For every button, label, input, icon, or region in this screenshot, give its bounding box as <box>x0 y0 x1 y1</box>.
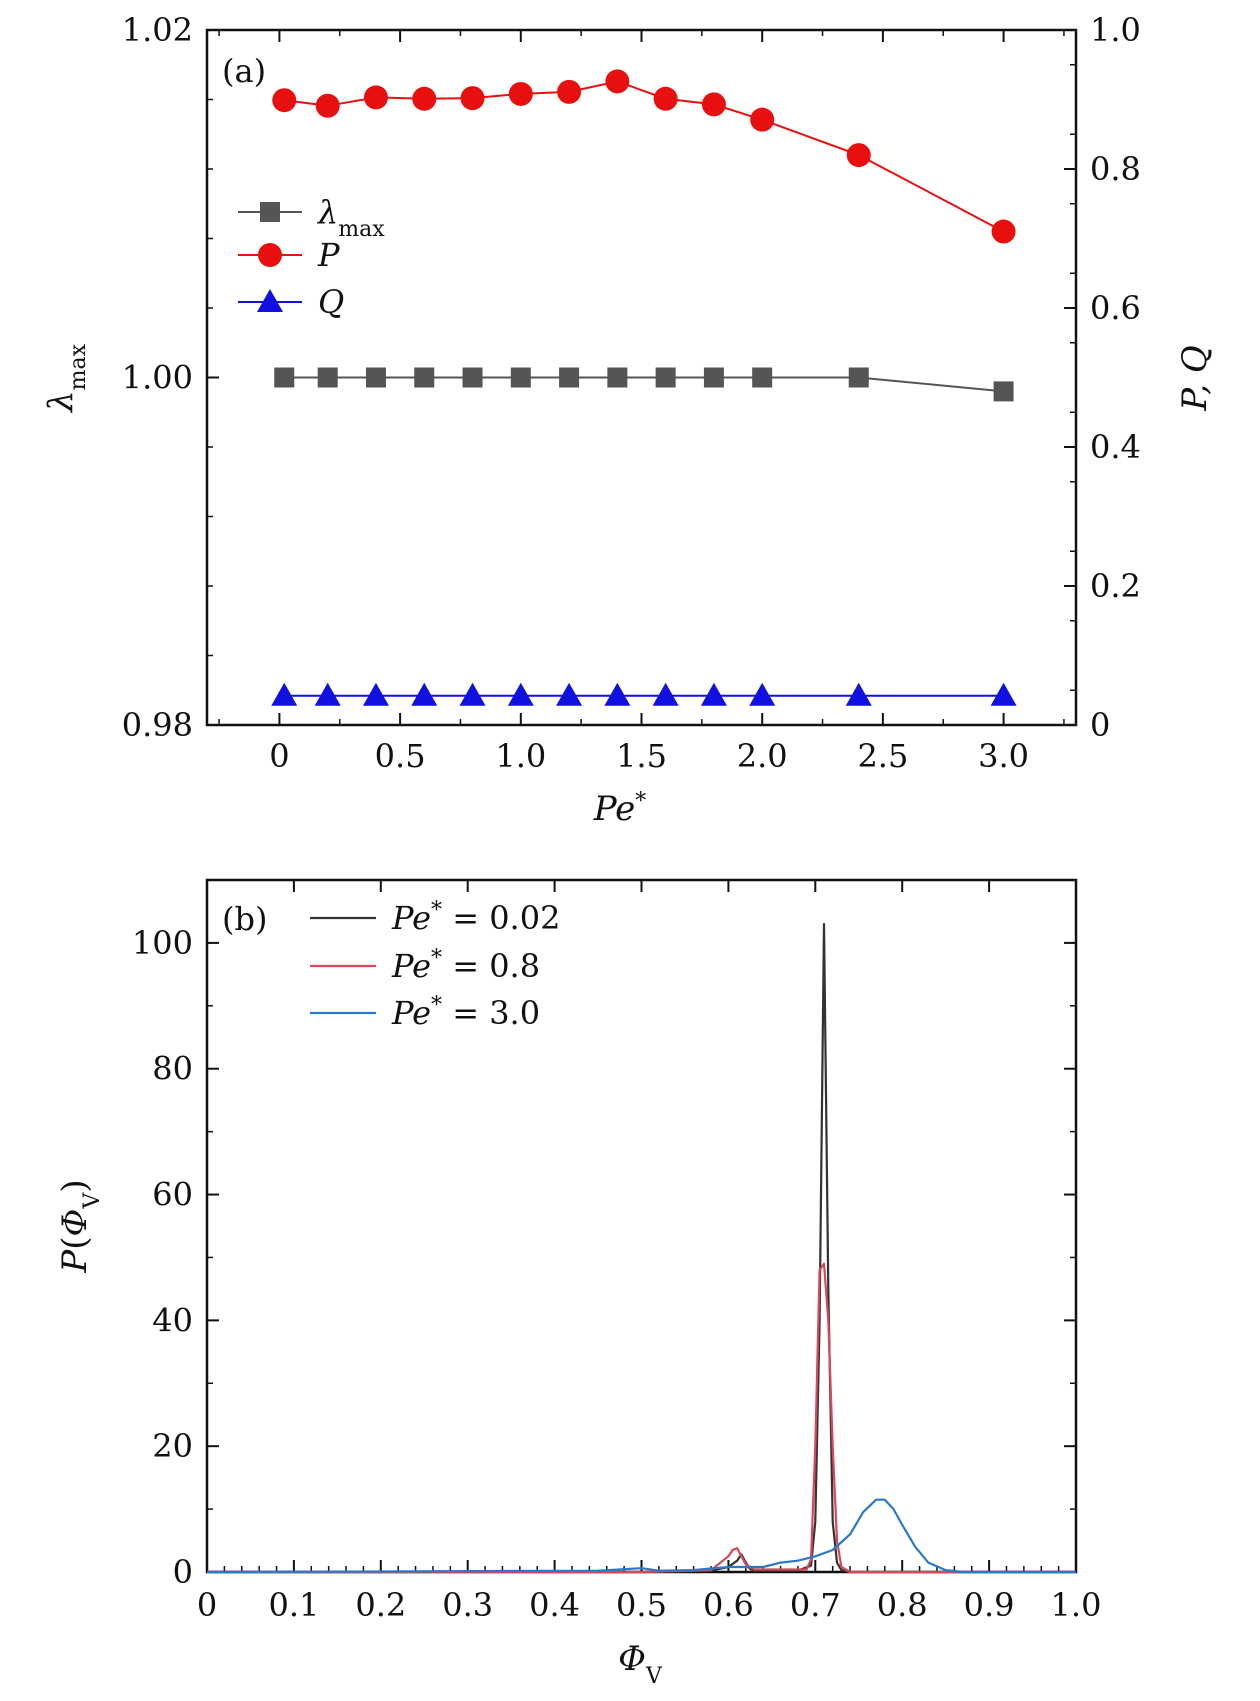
marker-triangle <box>700 682 727 706</box>
marker-circle <box>460 86 485 111</box>
marker-circle <box>315 93 340 118</box>
marker-triangle <box>604 682 631 706</box>
marker-circle <box>701 92 726 117</box>
x-tick-label-a: 0 <box>269 737 289 775</box>
x-axis-title-a: Pe* <box>593 789 646 830</box>
marker-circle <box>508 81 533 106</box>
y-tick-label-b: 0 <box>173 1553 193 1591</box>
marker-square <box>703 367 724 388</box>
marker-square <box>559 367 580 388</box>
legend-label-b: Pe* = 3.0 <box>391 993 540 1033</box>
y-tick-label-b: 100 <box>132 924 193 962</box>
marker-circle <box>272 88 297 113</box>
y-right-tick-label-a: 0 <box>1090 706 1110 744</box>
marker-square <box>655 367 676 388</box>
x-tick-label-a: 3.0 <box>978 737 1029 775</box>
legend-label-a: P <box>317 236 340 274</box>
x-tick-label-b: 0.8 <box>877 1586 928 1624</box>
marker-circle <box>605 69 630 94</box>
y-left-axis-title-a: λmax <box>41 343 91 414</box>
series-line-b-0 <box>207 922 1076 1574</box>
y-left-tick-label-a: 1.00 <box>122 359 193 397</box>
y-tick-label-b: 60 <box>152 1176 193 1214</box>
marker-square <box>607 367 628 388</box>
legend-label-b: Pe* = 0.8 <box>391 946 540 986</box>
marker-triangle <box>845 682 872 706</box>
marker-triangle <box>990 682 1017 706</box>
series-line-b-1 <box>207 1262 1076 1574</box>
marker-square <box>993 381 1014 402</box>
panel-label-a: (a) <box>222 52 266 90</box>
y-tick-label-b: 40 <box>152 1301 193 1339</box>
marker-triangle <box>314 682 341 706</box>
x-tick-label-b: 0.5 <box>616 1586 667 1624</box>
marker-triangle <box>507 682 534 706</box>
x-tick-label-b: 0.9 <box>964 1586 1015 1624</box>
y-right-tick-label-a: 0.2 <box>1090 567 1141 605</box>
y-axis-title-b: P(ΦV) <box>55 1179 105 1273</box>
y-right-axis-title-a: P, Q <box>1175 345 1215 411</box>
y-right-tick-label-a: 0.8 <box>1090 150 1141 188</box>
panel-a: 0 0.5 1.0 1.5 2.0 2.5 3.0 0.98 1.00 1.02 0 0.2 0.4 0.… <box>41 11 1215 829</box>
marker-circle <box>363 85 388 110</box>
legend-marker-square <box>260 202 280 222</box>
marker-circle <box>991 219 1016 244</box>
legend-label-b: Pe* = 0.02 <box>391 898 560 938</box>
x-tick-label-b: 0 <box>197 1586 217 1624</box>
marker-square <box>365 367 386 388</box>
y-tick-label-b: 80 <box>152 1050 193 1088</box>
legend-label-a: Q <box>318 283 344 321</box>
y-right-tick-label-a: 0.4 <box>1090 428 1141 466</box>
y-tick-label-b: 20 <box>152 1427 193 1465</box>
y-right-tick-label-a: 0.6 <box>1090 289 1141 327</box>
marker-circle <box>750 107 775 132</box>
x-tick-label-b: 0.1 <box>268 1586 319 1624</box>
x-tick-label-a: 2.5 <box>857 737 908 775</box>
marker-triangle <box>271 682 298 706</box>
x-tick-label-b: 0.3 <box>442 1586 493 1624</box>
x-tick-label-b: 0.4 <box>529 1586 580 1624</box>
panel-b: 0 0.1 0.2 0.3 0.4 0.5 0.6 0.7 0.8 0.9 1.0 0 20 40 60 80… <box>55 878 1102 1689</box>
legend-b: Pe* = 0.02 Pe* = 0.8 Pe* = 3.0 <box>310 898 560 1033</box>
marker-triangle <box>362 682 389 706</box>
x-tick-label-b: 0.2 <box>355 1586 406 1624</box>
x-tick-label-b: 0.7 <box>790 1586 841 1624</box>
marker-square <box>414 367 435 388</box>
legend-marker-triangle <box>257 289 283 312</box>
x-tick-label-b: 0.6 <box>703 1586 754 1624</box>
marker-circle <box>653 86 678 111</box>
marker-square <box>317 367 338 388</box>
x-axis-title-b: ΦV <box>618 1639 663 1689</box>
marker-triangle <box>459 682 486 706</box>
y-left-tick-label-a: 0.98 <box>122 706 193 744</box>
y-left-tick-label-a: 1.02 <box>122 11 193 49</box>
series-line-a-0 <box>284 376 1004 393</box>
y-right-tick-label-a: 1.0 <box>1090 11 1141 49</box>
legend-marker-circle <box>258 243 282 267</box>
marker-triangle <box>749 682 776 706</box>
x-tick-label-a: 1.0 <box>495 737 546 775</box>
plot-frame-b <box>205 878 1078 1574</box>
marker-circle <box>412 86 437 111</box>
marker-circle <box>846 143 871 168</box>
marker-square <box>462 367 483 388</box>
x-tick-label-a: 0.5 <box>375 737 426 775</box>
marker-circle <box>557 79 582 104</box>
marker-triangle <box>411 682 438 706</box>
marker-triangle <box>556 682 583 706</box>
series-line-b-2 <box>206 1498 1076 1574</box>
panel-label-b: (b) <box>222 900 267 938</box>
series-line-a-1 <box>284 80 1005 233</box>
marker-square <box>848 367 869 388</box>
marker-square <box>752 367 773 388</box>
x-tick-label-a: 1.5 <box>616 737 667 775</box>
x-tick-label-b: 1.0 <box>1051 1586 1102 1624</box>
legend-label-a: λmax <box>316 193 385 242</box>
marker-square <box>510 367 531 388</box>
marker-square <box>274 367 295 388</box>
marker-triangle <box>652 682 679 706</box>
x-tick-label-a: 2.0 <box>737 737 788 775</box>
